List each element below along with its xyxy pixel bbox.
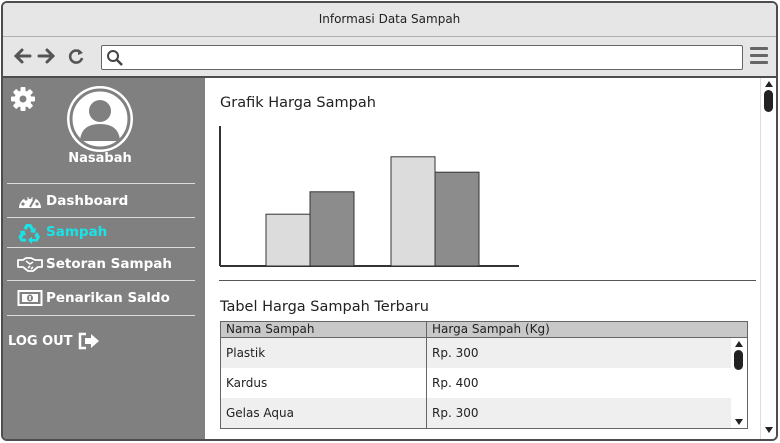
divider xyxy=(7,280,195,281)
price-table: Nama Sampah Harga Sampah (Kg) Plastik Rp… xyxy=(220,321,748,429)
table-scrollbar[interactable] xyxy=(731,338,747,428)
sidebar-item-label: Penarikan Saldo xyxy=(46,290,170,306)
divider xyxy=(7,315,195,316)
logout-icon xyxy=(77,331,101,351)
dashboard-icon xyxy=(17,191,43,211)
section-divider xyxy=(219,280,756,281)
price-chart xyxy=(219,126,519,267)
hamburger-menu-icon[interactable] xyxy=(750,47,768,65)
table-row[interactable]: Plastik Rp. 300 xyxy=(221,338,731,368)
table-row[interactable]: Gelas Aqua Rp. 300 xyxy=(221,398,731,428)
main-content: Grafik Harga Sampah Tabel Harga Sampah T… xyxy=(205,78,760,439)
chart-bar xyxy=(390,156,436,267)
user-name: Nasabah xyxy=(68,151,132,166)
table-cell: Gelas Aqua xyxy=(226,406,295,420)
avatar[interactable] xyxy=(67,86,133,152)
sidebar-item-setoran-sampah[interactable]: Setoran Sampah xyxy=(17,252,197,276)
sidebar-item-label: Dashboard xyxy=(46,193,129,209)
chart-title: Grafik Harga Sampah xyxy=(220,95,376,111)
sidebar-item-penarikan-saldo[interactable]: Penarikan Saldo xyxy=(17,286,197,310)
scroll-up-icon[interactable] xyxy=(765,81,773,87)
table-cell: Rp. 400 xyxy=(432,376,479,390)
gear-icon[interactable] xyxy=(10,86,36,112)
divider xyxy=(7,247,195,248)
table-header-name[interactable]: Nama Sampah xyxy=(221,322,427,338)
sidebar-item-sampah[interactable]: Sampah xyxy=(17,220,197,244)
table-title: Tabel Harga Sampah Terbaru xyxy=(220,299,429,315)
sidebar-item-dashboard[interactable]: Dashboard xyxy=(17,189,197,213)
divider xyxy=(7,217,195,218)
column-divider xyxy=(426,322,427,428)
recycle-icon xyxy=(17,222,43,244)
reload-icon[interactable] xyxy=(65,45,87,67)
logout-button[interactable]: LOG OUT xyxy=(8,331,101,351)
table-cell: Rp. 300 xyxy=(432,406,479,420)
chart-bar xyxy=(434,171,480,267)
table-cell: Rp. 300 xyxy=(432,346,479,360)
scroll-up-icon[interactable] xyxy=(735,341,743,347)
handshake-icon xyxy=(17,254,43,274)
sidebar-item-label: Sampah xyxy=(46,224,108,240)
chart-bar xyxy=(265,213,311,267)
url-bar[interactable] xyxy=(101,45,743,70)
scroll-down-icon[interactable] xyxy=(735,419,743,425)
search-icon xyxy=(106,49,124,67)
forward-icon[interactable] xyxy=(36,45,58,67)
back-icon[interactable] xyxy=(11,45,33,67)
divider xyxy=(7,183,195,184)
money-icon xyxy=(17,288,43,308)
browser-toolbar xyxy=(3,37,776,78)
sidebar-item-label: Setoran Sampah xyxy=(46,256,172,272)
window-title: Informasi Data Sampah xyxy=(3,3,776,37)
table-cell: Plastik xyxy=(226,346,266,360)
scroll-down-icon[interactable] xyxy=(765,427,773,433)
logout-label: LOG OUT xyxy=(8,333,73,349)
scroll-thumb[interactable] xyxy=(734,350,743,370)
page-scrollbar[interactable] xyxy=(760,78,776,439)
sidebar: Nasabah Dashboard xyxy=(3,78,205,439)
chart-bar xyxy=(309,191,355,267)
table-header-price[interactable]: Harga Sampah (Kg) xyxy=(427,322,747,338)
scroll-thumb[interactable] xyxy=(764,90,773,112)
table-cell: Kardus xyxy=(226,376,268,390)
table-row[interactable]: Kardus Rp. 400 xyxy=(221,368,731,398)
